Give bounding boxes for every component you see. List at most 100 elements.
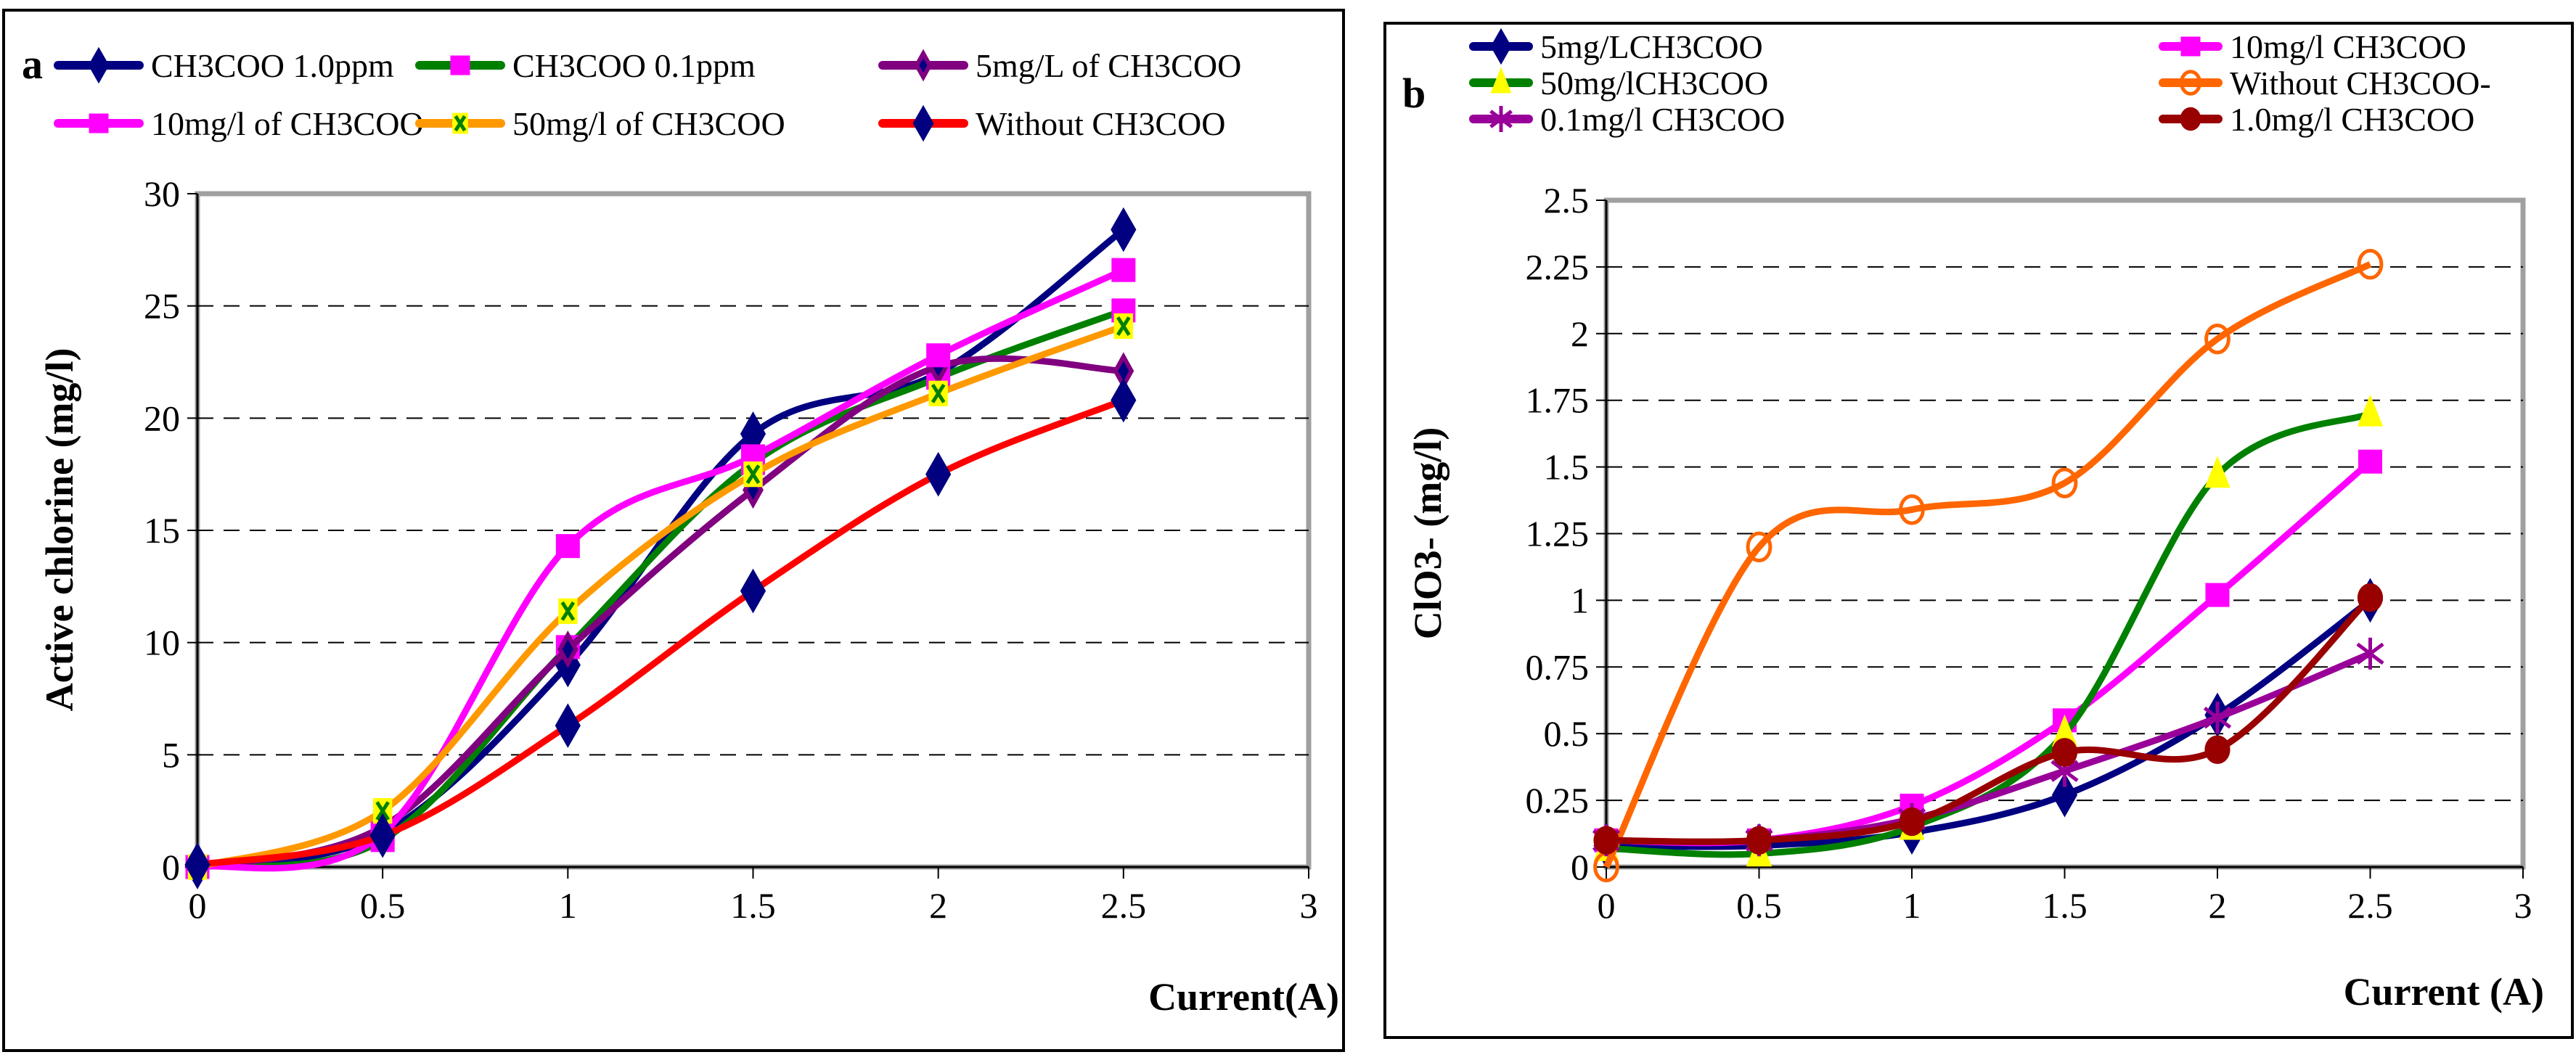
chart-panel-b: b 0 0.25 0.5 0.75 1 1.25 1.5 1.75 2 2.25 2.5 0 0.5 1 1… [1383, 22, 2574, 1039]
data-point-marker [743, 461, 763, 488]
data-point-marker [1746, 531, 1772, 563]
data-point-marker [1899, 807, 1925, 837]
legend-label: Without CH3COO- [2230, 65, 2491, 102]
series-b-3 [1593, 249, 2384, 883]
legend-label: 50mg/l of CH3COO [512, 105, 785, 142]
y-axis-title-b: ClO3- (mg/l) [1406, 427, 1449, 639]
data-point-marker [740, 568, 766, 614]
legend-a: CH3COO 1.0ppm CH3COO 0.1ppm 5mg/L of CH3CO… [54, 46, 1241, 142]
data-point-marker [1593, 826, 1619, 855]
legend-item: 5mg/L of CH3COO [878, 47, 1241, 84]
data-point-marker [928, 380, 948, 406]
data-point-marker [2357, 394, 2384, 427]
data-point-marker [2051, 714, 2078, 747]
data-point-marker [2204, 735, 2231, 765]
legend-item: Without CH3COO [878, 104, 1225, 142]
legend-b: 5mg/LCH3COO 10mg/l CH3COO 50mg/lCH3COO With… [1469, 28, 2491, 138]
legend-label: Without CH3COO [976, 105, 1225, 142]
chart-panel-a: a 0 5 10 15 20 25 30 0 0.5 1 1.5 2 2.5 3 CH3COO 1.0pp… [2, 9, 1345, 1052]
legend-item: Without CH3COO- [2159, 65, 2491, 102]
legend-item: 50mg/lCH3COO [1469, 65, 1768, 102]
data-point-marker [926, 343, 951, 368]
legend-item: 10mg/l CH3COO [2159, 28, 2466, 65]
data-point-marker [555, 703, 581, 748]
data-point-marker [1746, 826, 1772, 855]
x-tick-label: 0.5 [1736, 885, 1782, 926]
series-b-5 [1593, 583, 2384, 855]
plot-area-b: 0 0.25 0.5 0.75 1 1.25 1.5 1.75 2 2.25 2.5 0 0.5 1 1.5… [1526, 180, 2532, 926]
data-point-marker [2356, 637, 2384, 670]
data-point-marker [184, 842, 210, 887]
data-point-marker [1111, 377, 1137, 423]
y-tick-label: 0 [1571, 847, 1589, 887]
legend-item: 0.1mg/l CH3COO [1469, 101, 1785, 138]
data-point-marker [369, 813, 396, 858]
legend-marker [2180, 107, 2201, 131]
x-tick-label: 2 [2209, 885, 2227, 926]
y-tick-label: 20 [144, 398, 180, 438]
data-point-marker [555, 534, 580, 559]
legend-label: 1.0mg/l CH3COO [2230, 101, 2474, 138]
y-tick-label: 15 [144, 510, 180, 551]
data-point-marker [2203, 702, 2232, 734]
data-point-marker [558, 598, 578, 624]
x-axis-title-a: Current(A) [1148, 975, 1339, 1019]
legend-item: CH3COO 1.0ppm [54, 46, 394, 84]
legend-marker [914, 49, 933, 82]
x-tick-label: 1.5 [730, 885, 776, 926]
data-point-marker [2205, 583, 2230, 607]
x-tick-label: 1 [1903, 885, 1921, 926]
legend-marker [88, 46, 110, 84]
y-tick-label: 2.5 [1544, 180, 1590, 221]
legend-label: 0.1mg/l CH3COO [1540, 101, 1785, 138]
series-line [197, 355, 1124, 871]
data-point-marker [2051, 467, 2078, 498]
panel-a-label: a [22, 41, 43, 88]
y-tick-label: 1.75 [1526, 380, 1590, 421]
data-point-marker [2051, 738, 2078, 767]
y-tick-label: 1.25 [1526, 514, 1590, 554]
data-point-marker [740, 411, 766, 456]
legend-marker [912, 104, 934, 142]
data-point-marker [2357, 249, 2384, 280]
y-tick-label: 2 [1571, 313, 1589, 354]
legend-item: CH3COO 0.1ppm [415, 47, 756, 84]
x-tick-label: 1.5 [2042, 885, 2088, 926]
y-tick-label: 10 [144, 623, 180, 663]
legend-marker [2179, 70, 2202, 96]
legend-marker [452, 112, 468, 134]
data-point-marker [2357, 583, 2384, 612]
series-line [1603, 261, 2372, 868]
legend-label: 50mg/lCH3COO [1540, 65, 1768, 102]
data-point-marker [2358, 449, 2382, 474]
y-axis-title-a: Active chlorine (mg/l) [38, 348, 81, 712]
legend-item: 10mg/l of CH3COO [54, 105, 424, 142]
data-point-marker [2051, 772, 2078, 818]
y-tick-label: 0 [162, 847, 180, 887]
panel-b-label: b [1402, 70, 1426, 117]
data-point-marker [1111, 258, 1136, 282]
series-line [196, 323, 1125, 871]
data-point-marker [2204, 323, 2231, 355]
legend-marker [89, 113, 109, 133]
legend-item: 5mg/LCH3COO [1469, 28, 1763, 65]
legend-item: 1.0mg/l CH3COO [2159, 101, 2474, 138]
y-tick-label: 1 [1571, 580, 1589, 620]
series-a-5 [184, 377, 1137, 887]
x-tick-label: 1 [559, 885, 577, 926]
y-tick-label: 25 [144, 286, 180, 326]
legend-label: 5mg/L of CH3COO [976, 47, 1241, 84]
x-tick-label: 0 [189, 885, 207, 926]
legend-label: 5mg/LCH3COO [1540, 28, 1763, 65]
plot-area-a: 0 5 10 15 20 25 30 0 0.5 1 1.5 2 2.5 3 [144, 173, 1318, 926]
data-point-marker [2204, 456, 2231, 488]
legend-label: 10mg/l of CH3COO [151, 105, 424, 142]
series-line [1606, 597, 2373, 850]
data-point-marker [1111, 207, 1137, 252]
y-tick-label: 2.25 [1526, 247, 1590, 287]
data-point-marker [925, 451, 952, 497]
legend-marker [1490, 67, 1512, 94]
series-line [197, 397, 1125, 868]
y-tick-label: 0.5 [1544, 713, 1590, 754]
